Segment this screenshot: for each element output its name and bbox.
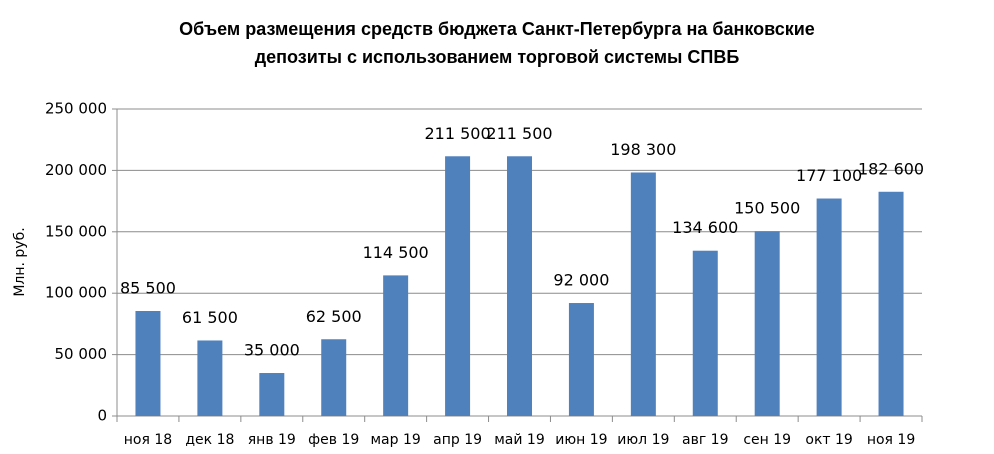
x-tick-label: янв 19: [248, 432, 296, 448]
bar: [754, 231, 780, 416]
x-tick-label: сен 19: [743, 432, 791, 448]
data-label: 114 500: [363, 243, 429, 262]
y-axis-label: Млн. руб.: [12, 227, 28, 296]
bar: [445, 156, 471, 416]
data-label: 134 600: [672, 218, 738, 237]
data-label: 150 500: [734, 199, 800, 218]
data-label: 211 500: [486, 124, 552, 143]
x-tick-label: ноя 18: [124, 432, 172, 448]
y-tick-label: 0: [97, 407, 107, 425]
data-label: 85 500: [120, 279, 176, 298]
data-label: 198 300: [610, 140, 676, 159]
x-tick-label: ноя 19: [867, 432, 915, 448]
x-tick-label: апр 19: [433, 432, 482, 448]
y-tick-label: 250 000: [45, 100, 107, 118]
y-tick-label: 150 000: [45, 222, 107, 240]
data-label: 182 600: [858, 159, 924, 178]
bar: [816, 198, 842, 416]
data-label: 211 500: [424, 124, 490, 143]
data-label: 35 000: [244, 341, 300, 360]
x-tick-label: авг 19: [682, 432, 728, 448]
data-label: 92 000: [553, 271, 609, 290]
bar: [507, 156, 532, 416]
x-tick-label: июн 19: [555, 432, 607, 448]
x-tick-label: фев 19: [308, 432, 359, 448]
bar: [383, 275, 409, 416]
x-tick-label: июл 19: [617, 432, 669, 448]
x-tick-label: окт 19: [805, 432, 852, 448]
bar: [878, 191, 904, 416]
bar: [692, 250, 718, 416]
bar: [197, 340, 223, 416]
y-tick-label: 50 000: [55, 345, 108, 363]
chart-title: депозиты с использованием торговой систе…: [255, 47, 740, 67]
data-label: 177 100: [796, 166, 862, 185]
chart-title: Объем размещения средств бюджета Санкт-П…: [179, 19, 815, 39]
bar: [259, 373, 285, 416]
data-label: 62 500: [306, 307, 362, 326]
y-tick-label: 200 000: [45, 161, 107, 179]
x-tick-label: май 19: [494, 432, 545, 448]
bar: [321, 339, 347, 416]
bar: [568, 303, 594, 416]
bar: [135, 311, 161, 416]
x-tick-label: мар 19: [371, 432, 421, 448]
bar: [630, 172, 656, 416]
y-tick-label: 100 000: [45, 284, 107, 302]
x-tick-label: дек 18: [185, 432, 234, 448]
data-label: 61 500: [182, 308, 238, 327]
